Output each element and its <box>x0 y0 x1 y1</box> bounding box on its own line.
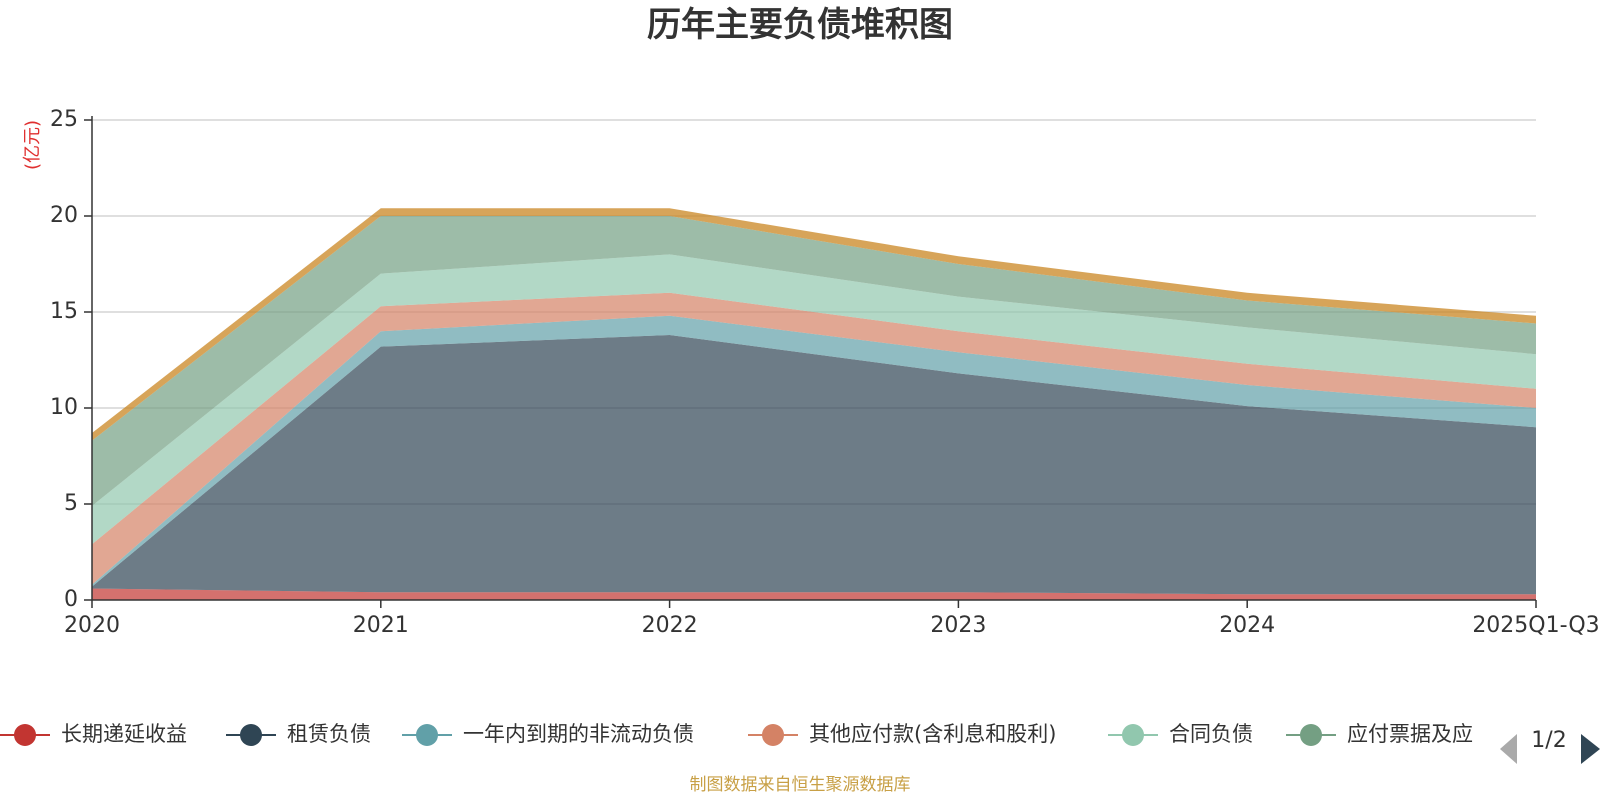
x-tick-label: 2022 <box>642 613 698 638</box>
y-tick-label: 15 <box>50 299 78 324</box>
chart-title: 历年主要负债堆积图 <box>647 5 953 45</box>
legend-label: 应付票据及应 <box>1347 722 1473 746</box>
area-series-2 <box>92 315 1536 587</box>
x-tick-label: 2024 <box>1219 613 1275 638</box>
y-tick-label: 0 <box>64 587 78 612</box>
legend-marker-icon <box>416 724 438 746</box>
legend-next-icon[interactable] <box>1581 734 1600 764</box>
area-series-1 <box>92 335 1536 595</box>
legend[interactable]: 长期递延收益 租赁负债 一年内到期的非流动负债 其他应付款(含利息和股利) 合同负债 应付… <box>0 722 1473 746</box>
legend-marker-icon <box>1300 724 1322 746</box>
y-tick-label: 25 <box>50 107 78 132</box>
y-axis-unit-label: (亿元) <box>22 120 43 170</box>
legend-item-3[interactable]: 其他应付款(含利息和股利) <box>748 722 1056 746</box>
area-series <box>92 208 1536 600</box>
area-series-4 <box>92 254 1536 545</box>
legend-label: 合同负债 <box>1169 722 1253 746</box>
legend-label: 长期递延收益 <box>61 722 187 746</box>
legend-marker-icon <box>14 724 36 746</box>
area-series-5 <box>92 216 1536 506</box>
area-series-3 <box>92 292 1536 585</box>
legend-marker-icon <box>1122 724 1144 746</box>
legend-marker-icon <box>762 724 784 746</box>
legend-item-5[interactable]: 应付票据及应 <box>1286 722 1473 746</box>
legend-label: 其他应付款(含利息和股利) <box>809 722 1056 746</box>
legend-label: 租赁负债 <box>287 722 371 746</box>
x-tick-label: 2021 <box>353 613 409 638</box>
x-tick-label: 2025Q1-Q3 <box>1472 613 1599 638</box>
x-tick-label: 2020 <box>64 613 120 638</box>
legend-items[interactable]: 长期递延收益 租赁负债 一年内到期的非流动负债 其他应付款(含利息和股利) 合同负债 应付… <box>0 722 1473 746</box>
y-tick-label: 5 <box>64 491 78 516</box>
legend-prev-icon[interactable] <box>1500 734 1517 764</box>
area-series-0 <box>92 588 1536 600</box>
x-tick-label: 2023 <box>930 613 986 638</box>
axes: 0 5 10 15 20 25 2020 2021 2022 2023 2024 2025Q1-Q3 <box>50 107 1600 638</box>
y-tick-label: 20 <box>50 203 78 228</box>
legend-page-indicator: 1/2 <box>1531 728 1566 753</box>
y-tick-label: 10 <box>50 395 78 420</box>
legend-item-4[interactable]: 合同负债 <box>1108 722 1253 746</box>
legend-item-0[interactable]: 长期递延收益 <box>0 722 187 746</box>
legend-marker-icon <box>240 724 262 746</box>
data-source-note: 制图数据来自恒生聚源数据库 <box>690 775 911 795</box>
legend-label: 一年内到期的非流动负债 <box>463 722 694 746</box>
legend-pager[interactable]: 1/2 <box>1500 728 1600 764</box>
legend-item-1[interactable]: 租赁负债 <box>226 722 371 746</box>
legend-item-2[interactable]: 一年内到期的非流动负债 <box>402 722 694 746</box>
